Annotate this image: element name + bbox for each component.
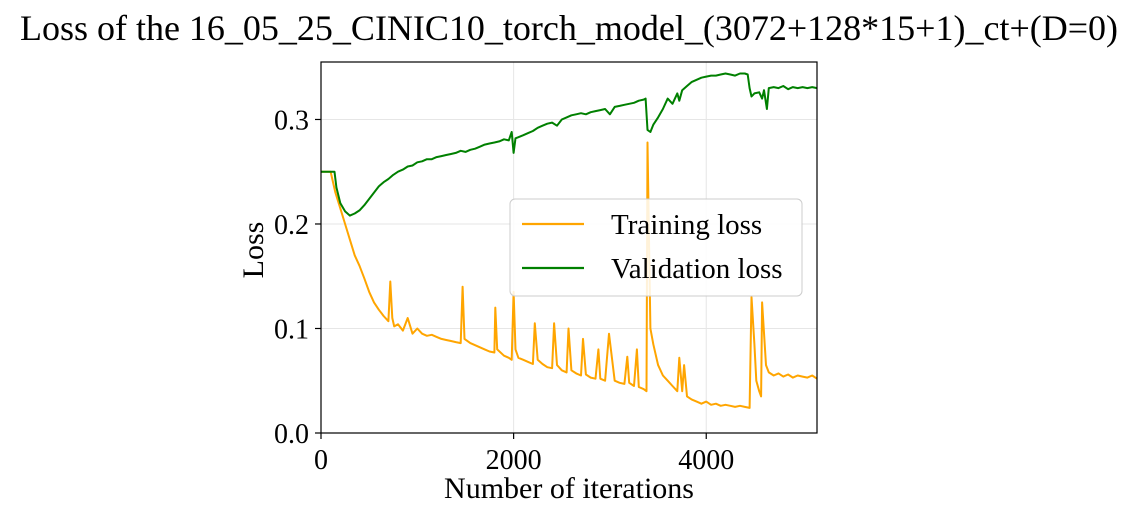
validation-loss-line — [321, 72, 818, 217]
training-loss-line — [321, 141, 818, 409]
legend: Training loss Validation loss — [509, 198, 803, 297]
y-axis-label: Loss — [237, 222, 270, 279]
x-axis-label: Number of iterations — [444, 472, 694, 505]
tick-layer: 0 2000 4000 0.0 0.1 0.2 0.3 — [274, 105, 734, 476]
y-tick-label: 0.0 — [274, 419, 309, 450]
plot-frame — [320, 61, 818, 434]
y-tick-label: 0.3 — [274, 105, 309, 136]
legend-label-training: Training loss — [611, 209, 762, 241]
axis-layer — [320, 61, 818, 434]
legend-label-validation: Validation loss — [611, 253, 783, 285]
x-tick-label: 4000 — [678, 445, 734, 476]
chart-title: Loss of the 16_05_25_CINIC10_torch_model… — [20, 8, 1118, 48]
x-tick-label: 0 — [314, 445, 328, 476]
x-tick-label: 2000 — [486, 445, 542, 476]
series-layer — [321, 72, 818, 409]
y-tick-label: 0.1 — [274, 314, 309, 345]
y-tick-label: 0.2 — [274, 210, 309, 241]
